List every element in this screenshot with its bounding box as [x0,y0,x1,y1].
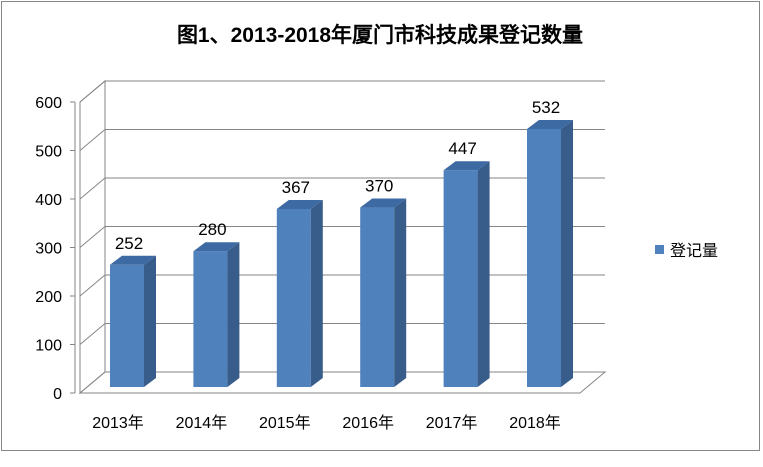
bar-top [443,161,490,171]
y-tick-label: 0 [53,386,62,403]
y-tick-label: 600 [35,95,62,112]
bar [193,242,240,387]
bar-side [561,119,573,387]
bar-front [443,170,478,387]
bar [443,161,490,387]
data-label: 252 [115,234,143,253]
y-tick-label: 400 [35,192,62,209]
bar-front [527,128,561,388]
x-tick-label: 2015年 [259,414,311,432]
y-tick-label: 100 [35,338,62,355]
floor [78,371,607,394]
bar-front [360,207,395,387]
bar-top [110,255,156,265]
data-label: 447 [448,139,476,158]
bar-front [276,209,311,387]
bar-side [310,200,323,387]
data-label: 367 [282,178,310,197]
legend: 登记量 [655,242,718,260]
bar-front [110,264,144,387]
bar-side [394,198,407,387]
bar-side [144,255,156,387]
gridline [79,323,605,345]
bar-top [360,198,407,208]
y-tick-label: 300 [35,241,62,258]
bar-top [527,119,573,129]
gridline [79,129,605,151]
gridline [79,80,605,103]
bar [276,200,323,387]
x-tick-label: 2016年 [342,414,394,432]
bar-top [276,200,323,210]
x-tick-label: 2018年 [509,414,561,432]
data-label: 532 [532,98,560,117]
x-tick-label: 2014年 [176,414,228,432]
gridline [79,274,605,297]
legend-swatch [655,245,664,254]
bar [360,198,407,387]
y-tick-label: 200 [35,289,62,306]
gridline [79,177,605,200]
y-tick-label: 500 [35,144,62,161]
x-tick-label: 2017年 [426,414,478,432]
bar-side [227,242,240,387]
data-label: 370 [365,177,393,196]
chart-title: 图1、2013-2018年厦门市科技成果登记数量 [177,23,583,47]
x-tick-label: 2013年 [92,414,144,432]
bar [527,119,573,388]
bar-front [193,251,228,387]
bar-top [193,242,240,252]
bar [110,255,156,387]
data-label: 280 [198,220,226,239]
legend-label: 登记量 [670,242,718,260]
bar-side [477,161,490,387]
gridline [79,226,605,248]
